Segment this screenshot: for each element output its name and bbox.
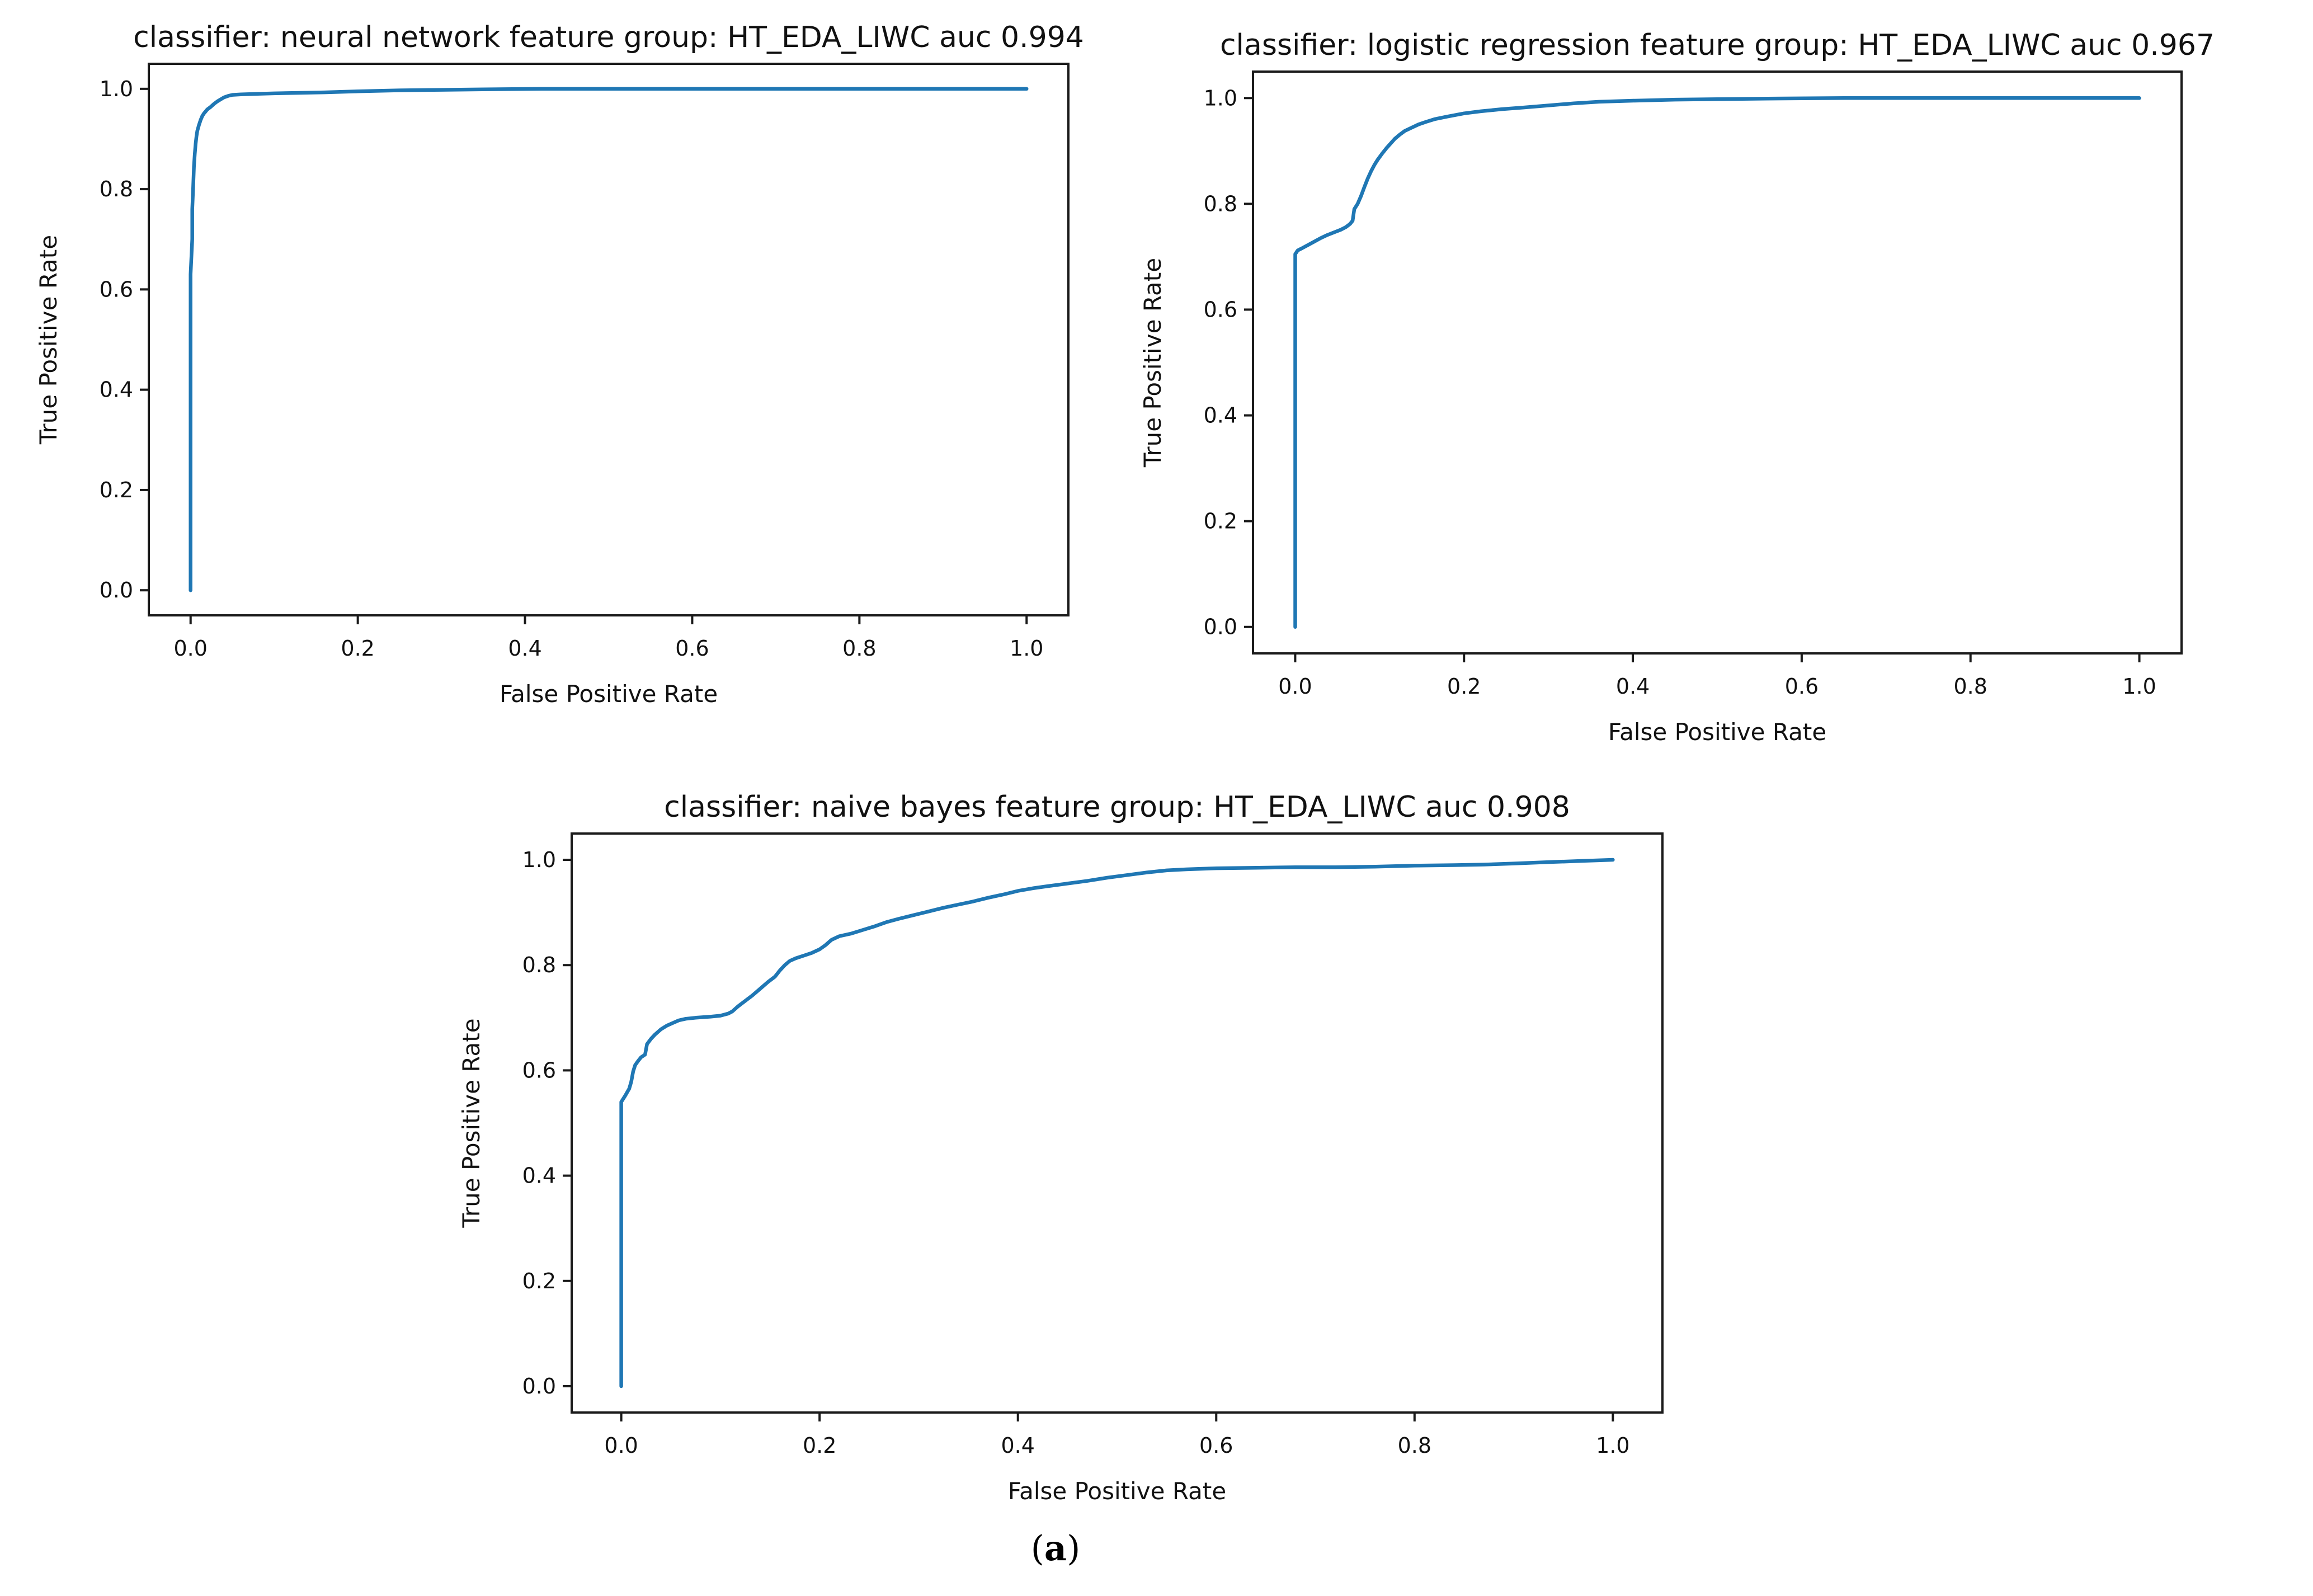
y-tick-label: 0.6: [100, 277, 133, 302]
y-tick-label: 0.8: [522, 953, 556, 977]
x-tick-label: 1.0: [1010, 636, 1043, 661]
y-tick-label: 0.4: [1204, 403, 1237, 428]
x-tick-label: 0.4: [1001, 1433, 1035, 1458]
y-tick-label: 0.4: [100, 378, 133, 402]
x-tick-label: 0.8: [842, 636, 876, 661]
roc-plot-logistic-regression: classifier: logistic regression feature …: [1139, 29, 2215, 746]
plot-title: classifier: neural network feature group…: [133, 21, 1084, 54]
caption-letter: a: [1044, 1528, 1067, 1569]
plot-title: classifier: logistic regression feature …: [1220, 29, 2215, 62]
x-axis-label: False Positive Rate: [1608, 718, 1826, 746]
x-tick-label: 0.4: [508, 636, 541, 661]
caption-close-paren: ): [1067, 1528, 1081, 1569]
y-tick-label: 1.0: [100, 77, 133, 101]
y-axis-label: True Positive Rate: [35, 235, 62, 445]
y-tick-label: 0.2: [1204, 509, 1237, 534]
x-tick-label: 0.2: [1447, 674, 1481, 699]
caption-open-paren: (: [1030, 1528, 1044, 1569]
x-tick-label: 0.8: [1398, 1433, 1431, 1458]
y-tick-label: 0.8: [1204, 191, 1237, 216]
x-tick-label: 0.0: [1278, 674, 1312, 699]
roc-curve-logistic-regression: [1293, 96, 2141, 629]
x-tick-label: 0.6: [675, 636, 709, 661]
x-tick-label: 0.0: [604, 1433, 638, 1458]
figure-caption: (a): [944, 1528, 1167, 1568]
axes-box: [1252, 70, 2183, 655]
x-tick-label: 0.8: [1954, 674, 1987, 699]
y-tick-label: 1.0: [522, 848, 556, 872]
y-tick-label: 1.0: [1204, 86, 1237, 110]
x-tick-label: 0.2: [341, 636, 374, 661]
roc-curve-naive-bayes: [619, 858, 1615, 1388]
y-tick-label: 0.2: [522, 1269, 556, 1293]
plot-title: classifier: naive bayes feature group: H…: [664, 790, 1570, 824]
y-tick-label: 0.0: [100, 578, 133, 602]
roc-plot-naive-bayes: classifier: naive bayes feature group: H…: [458, 790, 1664, 1505]
y-tick-label: 0.0: [1204, 615, 1237, 639]
x-axis-label: False Positive Rate: [500, 680, 718, 708]
x-tick-label: 1.0: [2122, 674, 2156, 699]
x-tick-label: 0.2: [803, 1433, 836, 1458]
y-tick-label: 0.0: [522, 1374, 556, 1399]
y-axis-label: True Positive Rate: [1139, 258, 1166, 468]
x-tick-label: 0.6: [1785, 674, 1819, 699]
x-tick-label: 0.0: [174, 636, 208, 661]
axes-box: [571, 832, 1664, 1414]
x-tick-label: 0.4: [1616, 674, 1650, 699]
y-axis-label: True Positive Rate: [458, 1018, 485, 1228]
y-tick-label: 0.6: [522, 1058, 556, 1082]
axes-box: [148, 63, 1070, 616]
y-tick-label: 0.6: [1204, 297, 1237, 322]
y-tick-label: 0.2: [100, 478, 133, 502]
x-tick-label: 1.0: [1596, 1433, 1629, 1458]
y-tick-label: 0.8: [100, 177, 133, 201]
roc-curve-neural-network: [189, 87, 1029, 592]
roc-plot-neural-network: classifier: neural network feature group…: [35, 21, 1084, 708]
x-axis-label: False Positive Rate: [1008, 1477, 1226, 1505]
x-tick-label: 0.6: [1199, 1433, 1233, 1458]
y-tick-label: 0.4: [522, 1164, 556, 1188]
